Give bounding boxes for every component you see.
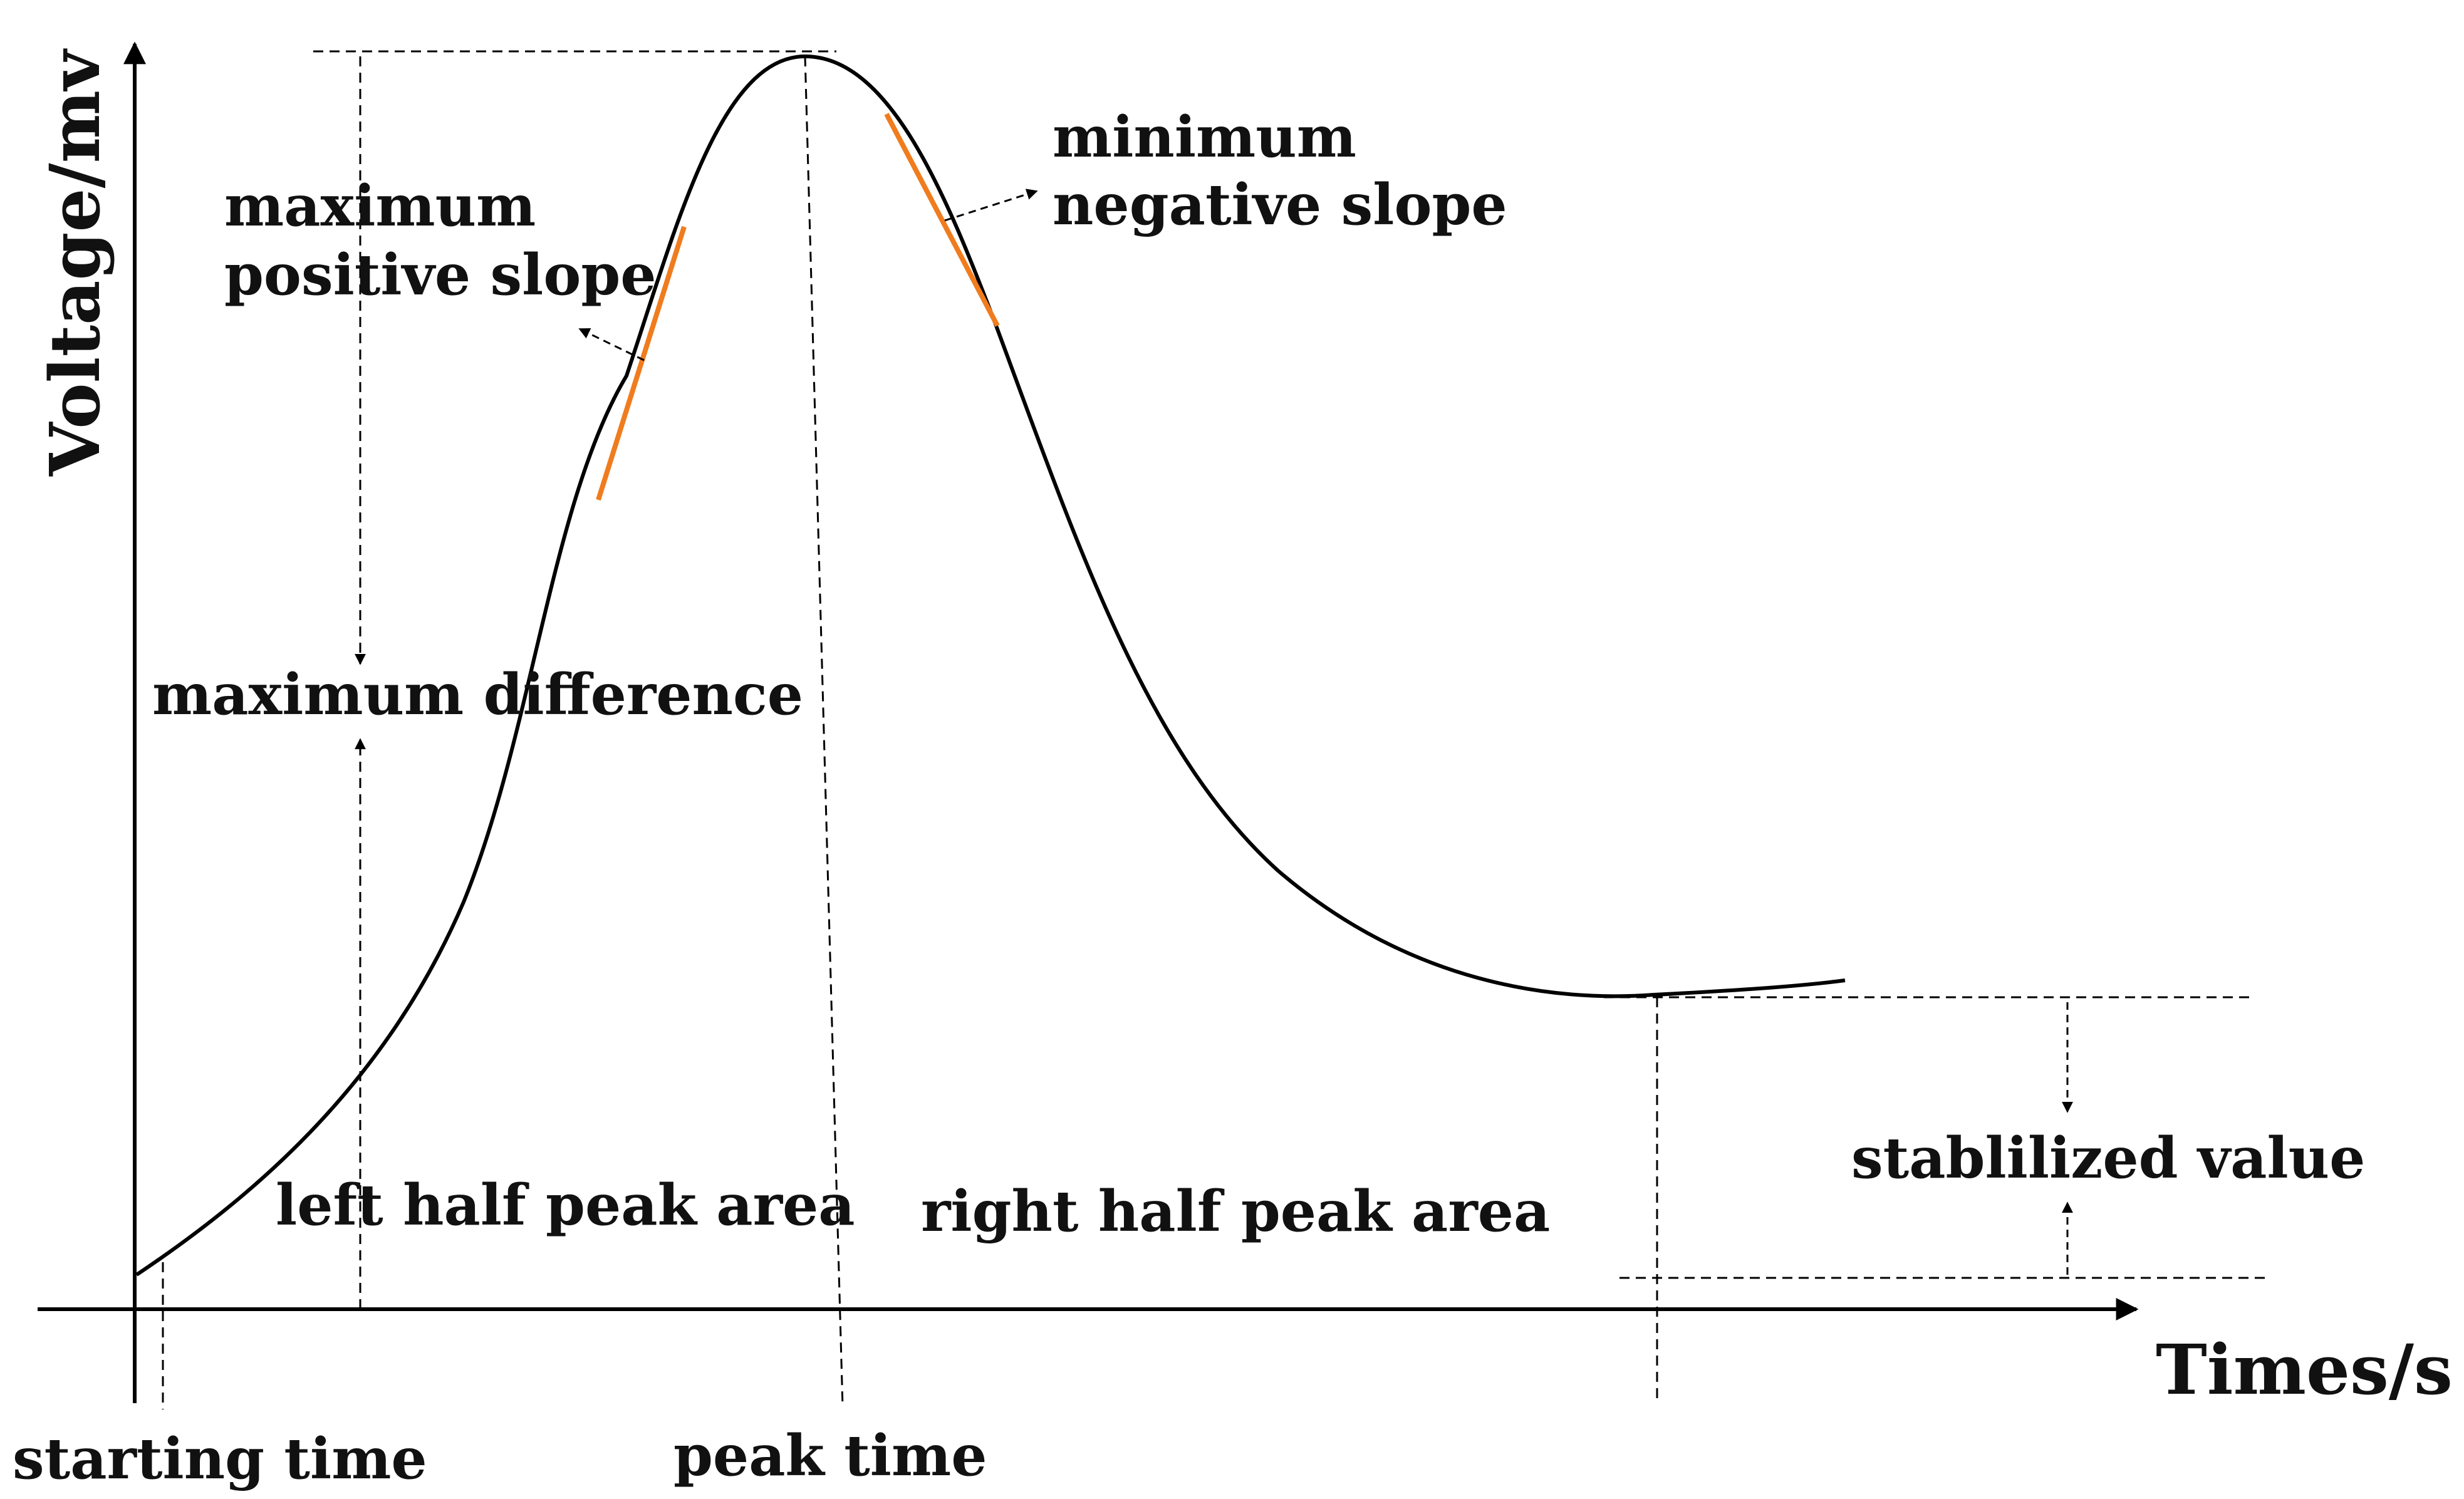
y-axis-label: Voltage/mv	[34, 48, 115, 477]
right-half-peak-area-label: right half peak area	[921, 1178, 1550, 1245]
left-half-peak-area-label: left half peak area	[276, 1172, 855, 1238]
min-negative-slope-label-line2: negative slope	[1053, 172, 1507, 238]
response-curve	[135, 54, 1846, 1277]
min-negative-slope-label-line1: minimum	[1053, 104, 1356, 170]
max-positive-slope-label-line1: maximum	[224, 173, 536, 239]
max-positive-slope-label-line2: positive slope	[224, 242, 657, 308]
starting-time-label: starting time	[13, 1426, 427, 1492]
maximum-difference-label: maximum difference	[152, 661, 803, 728]
peak-time-line	[804, 56, 844, 1407]
peak-time-label: peak time	[673, 1423, 987, 1489]
x-axis-label: Times/s	[2156, 1329, 2453, 1410]
stabilized-value-label: stablilized value	[1851, 1125, 2365, 1191]
min-negative-slope-segment	[884, 113, 1000, 327]
min-negative-slope-pointer	[944, 189, 1038, 222]
max-positive-slope-segment	[596, 226, 687, 501]
